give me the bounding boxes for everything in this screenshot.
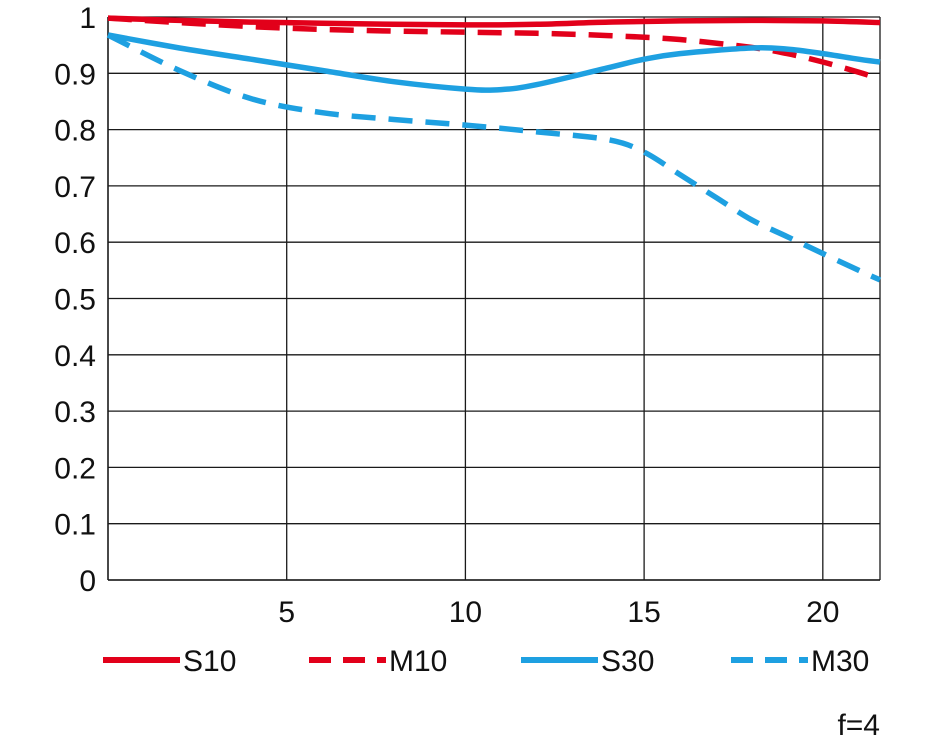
axes xyxy=(107,17,881,581)
x-tick-label: 15 xyxy=(627,596,660,629)
y-tick-label: 0.6 xyxy=(54,227,96,260)
series-line-m30 xyxy=(106,32,882,283)
series-line-m10 xyxy=(107,15,881,82)
legend-label-s10: S10 xyxy=(183,645,236,678)
series-line-s30 xyxy=(107,32,881,93)
legend: S10 M10 S30 M30 xyxy=(103,645,869,678)
y-tick-labels: 0 0.1 0.2 0.3 0.4 0.5 0.6 0.7 0.8 0.9 1 xyxy=(54,2,96,598)
legend-label-m10: M10 xyxy=(389,645,447,678)
grid xyxy=(108,16,880,581)
y-tick-label: 0.3 xyxy=(54,396,96,429)
x-tick-labels: 5 10 15 20 xyxy=(278,596,839,629)
y-tick-label: 0.8 xyxy=(54,115,96,148)
series-lines xyxy=(106,15,882,283)
legend-label-s30: S30 xyxy=(601,645,654,678)
y-tick-label: 0 xyxy=(79,565,96,598)
legend-label-m30: M30 xyxy=(811,645,869,678)
y-tick-label: 0.5 xyxy=(54,284,96,317)
y-tick-label: 0.4 xyxy=(54,340,96,373)
series-line-s10 xyxy=(107,15,881,28)
y-tick-label: 0.1 xyxy=(54,509,96,542)
x-tick-label: 20 xyxy=(806,596,839,629)
y-tick-label: 0.7 xyxy=(54,171,96,204)
y-tick-label: 1 xyxy=(79,2,96,35)
aperture-note: f=4 xyxy=(837,709,880,738)
x-tick-label: 5 xyxy=(278,596,295,629)
x-tick-label: 10 xyxy=(449,596,482,629)
y-tick-label: 0.9 xyxy=(54,58,96,91)
y-tick-label: 0.2 xyxy=(54,452,96,485)
